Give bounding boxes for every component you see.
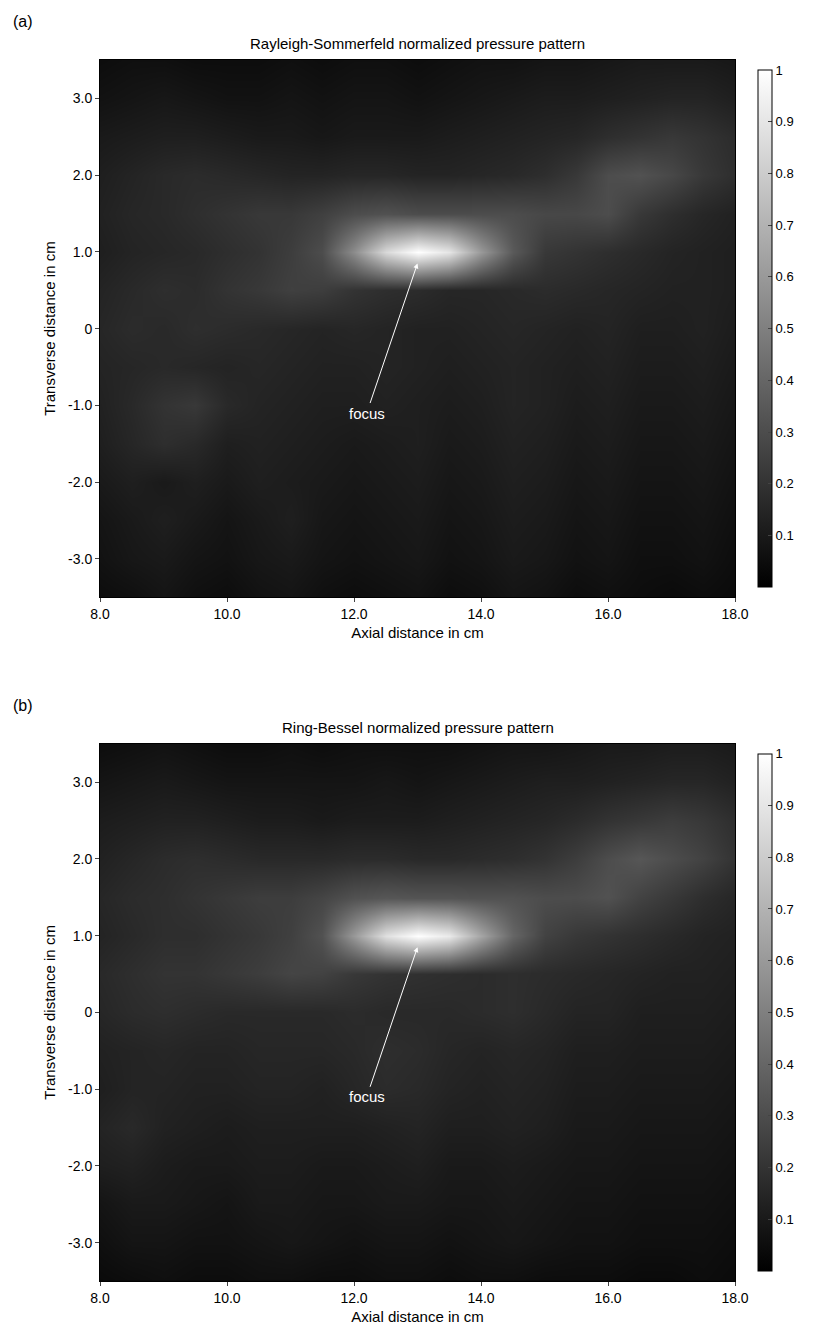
svg-text:focus: focus xyxy=(349,1088,385,1105)
svg-text:0.9: 0.9 xyxy=(776,114,794,129)
svg-text:0.5: 0.5 xyxy=(776,1005,794,1020)
svg-text:18.0: 18.0 xyxy=(721,1290,748,1306)
svg-text:1.0: 1.0 xyxy=(73,928,93,944)
svg-text:2.0: 2.0 xyxy=(73,167,93,183)
svg-text:10.0: 10.0 xyxy=(213,606,240,622)
svg-text:0.4: 0.4 xyxy=(776,373,794,388)
svg-text:0.3: 0.3 xyxy=(776,1108,794,1123)
svg-text:16.0: 16.0 xyxy=(594,1290,621,1306)
svg-text:Axial distance in cm: Axial distance in cm xyxy=(351,624,484,641)
svg-text:0.6: 0.6 xyxy=(776,953,794,968)
svg-text:0.7: 0.7 xyxy=(776,902,794,917)
svg-text:14.0: 14.0 xyxy=(467,606,494,622)
svg-text:0.2: 0.2 xyxy=(776,476,794,491)
svg-text:12.0: 12.0 xyxy=(340,606,367,622)
svg-text:0.1: 0.1 xyxy=(776,1212,794,1227)
svg-text:3.0: 3.0 xyxy=(73,774,93,790)
svg-text:0.3: 0.3 xyxy=(776,425,794,440)
svg-text:-3.0: -3.0 xyxy=(68,551,92,567)
svg-text:-1.0: -1.0 xyxy=(68,1081,92,1097)
svg-text:0.8: 0.8 xyxy=(776,850,794,865)
svg-text:-1.0: -1.0 xyxy=(68,397,92,413)
svg-text:0.5: 0.5 xyxy=(776,321,794,336)
svg-text:0.8: 0.8 xyxy=(776,166,794,181)
svg-text:1.0: 1.0 xyxy=(73,244,93,260)
svg-text:0: 0 xyxy=(84,1004,92,1020)
svg-text:0.6: 0.6 xyxy=(776,269,794,284)
svg-text:Ring-Bessel normalized pressur: Ring-Bessel normalized pressure pattern xyxy=(282,719,554,736)
svg-text:0.9: 0.9 xyxy=(776,798,794,813)
svg-text:Rayleigh-Sommerfeld normalized: Rayleigh-Sommerfeld normalized pressure … xyxy=(250,35,585,52)
svg-text:(a): (a) xyxy=(13,13,33,30)
svg-text:Transverse distance in cm: Transverse distance in cm xyxy=(41,241,58,416)
svg-text:14.0: 14.0 xyxy=(467,1290,494,1306)
svg-text:0.7: 0.7 xyxy=(776,218,794,233)
svg-text:(b): (b) xyxy=(13,697,33,714)
svg-text:focus: focus xyxy=(349,405,385,422)
svg-text:1: 1 xyxy=(776,746,783,761)
svg-text:16.0: 16.0 xyxy=(594,606,621,622)
svg-text:-2.0: -2.0 xyxy=(68,474,92,490)
svg-text:0.2: 0.2 xyxy=(776,1160,794,1175)
svg-text:Axial distance in cm: Axial distance in cm xyxy=(351,1308,484,1325)
svg-text:10.0: 10.0 xyxy=(213,1290,240,1306)
svg-text:Transverse distance in cm: Transverse distance in cm xyxy=(41,925,58,1100)
svg-text:3.0: 3.0 xyxy=(73,90,93,106)
svg-text:2.0: 2.0 xyxy=(73,851,93,867)
svg-text:0.1: 0.1 xyxy=(776,528,794,543)
svg-text:-2.0: -2.0 xyxy=(68,1158,92,1174)
svg-text:0: 0 xyxy=(84,321,92,337)
svg-text:12.0: 12.0 xyxy=(340,1290,367,1306)
svg-text:8.0: 8.0 xyxy=(90,606,110,622)
svg-text:0.4: 0.4 xyxy=(776,1057,794,1072)
svg-text:1: 1 xyxy=(776,63,783,78)
svg-text:18.0: 18.0 xyxy=(721,606,748,622)
svg-text:8.0: 8.0 xyxy=(90,1290,110,1306)
svg-text:-3.0: -3.0 xyxy=(68,1235,92,1251)
